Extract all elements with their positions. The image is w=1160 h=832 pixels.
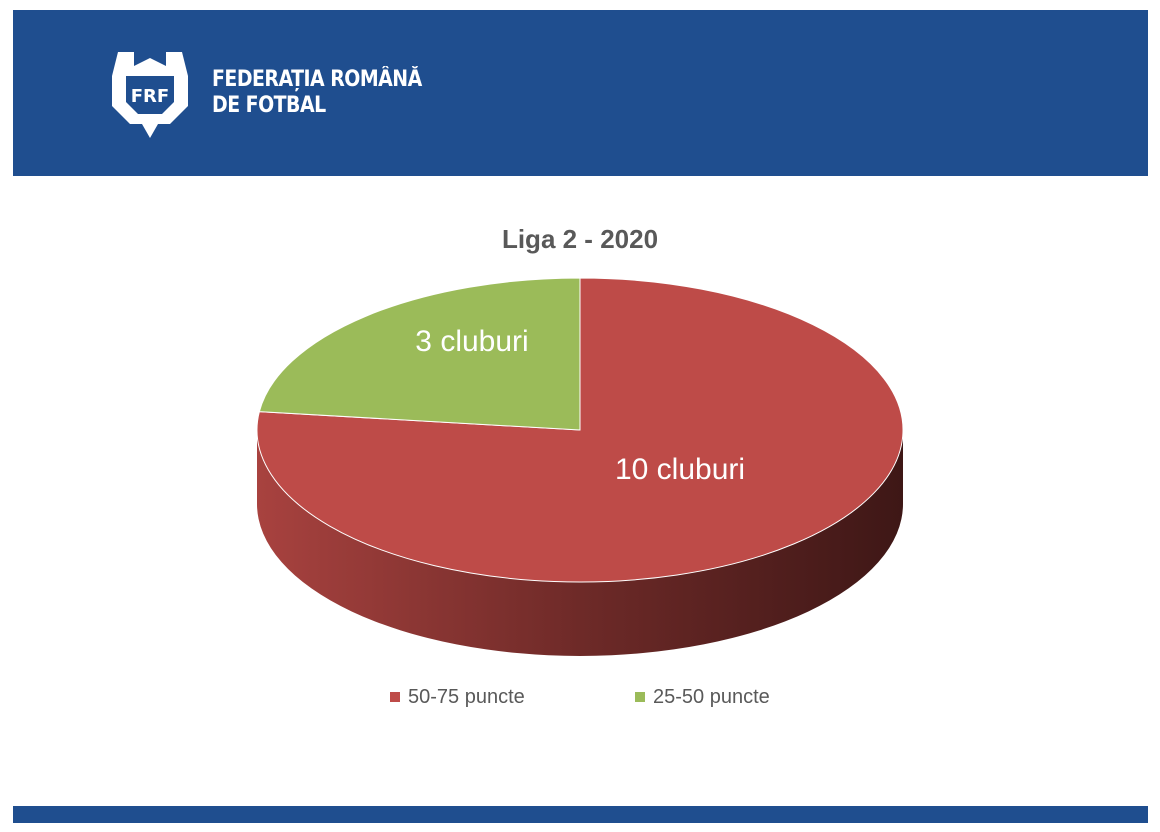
chart-title: Liga 2 - 2020: [502, 224, 658, 254]
org-name-line-1: FEDERAȚIA ROMÂNĂ: [212, 67, 422, 92]
legend-swatch-50-75-puncte: [390, 692, 400, 702]
frf-logo: FRF: [112, 52, 188, 138]
org-name-line-2: DE FOTBAL: [212, 93, 326, 118]
logo-text: FRF: [131, 86, 169, 107]
organization-name: FEDERAȚIA ROMÂNĂ DE FOTBAL: [212, 67, 422, 119]
data-label-50-75-puncte: 10 cluburi: [615, 453, 745, 486]
pie-side-wall: [257, 430, 903, 656]
data-label-25-50-puncte: 3 cluburi: [415, 325, 528, 358]
footer-banner: [13, 806, 1148, 823]
legend: 50-75 puncte 25-50 puncte: [390, 686, 770, 708]
logo-inner-shape: [126, 76, 174, 114]
legend-label-25-50-puncte: 25-50 puncte: [653, 686, 770, 708]
legend-swatch-25-50-puncte: [635, 692, 645, 702]
header-banner: [13, 10, 1148, 176]
legend-label-50-75-puncte: 50-75 puncte: [408, 686, 525, 708]
slice-25-50-puncte: [258, 277, 581, 431]
